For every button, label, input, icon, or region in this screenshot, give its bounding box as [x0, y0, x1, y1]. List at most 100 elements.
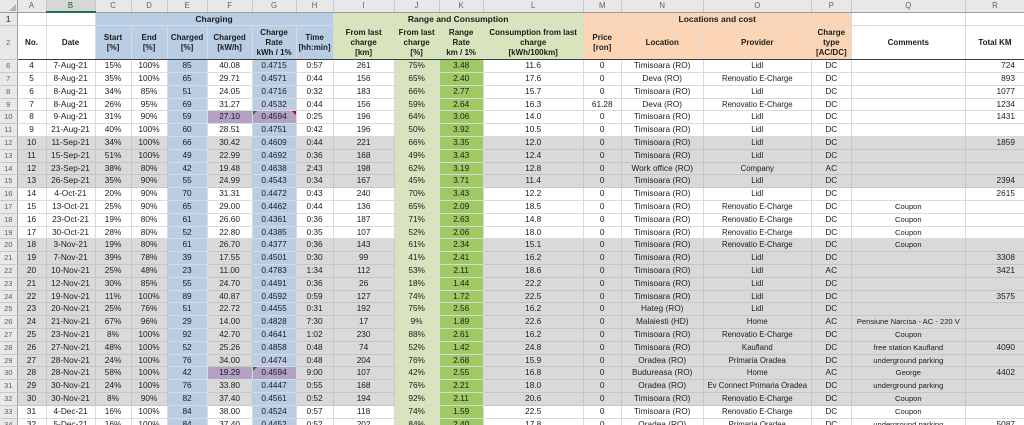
cell-L18[interactable]: 14.8 — [483, 213, 584, 227]
cell-C29[interactable]: 24% — [94, 354, 132, 368]
cell-E6[interactable]: 85 — [167, 59, 208, 74]
cell-Q1[interactable] — [850, 12, 966, 27]
cell-I23[interactable]: 26 — [332, 277, 395, 291]
cell-A10[interactable]: 8 — [16, 110, 47, 125]
cell-D9[interactable]: 95% — [131, 98, 168, 112]
header-total-km[interactable]: Total KM — [964, 25, 1024, 61]
cell-B28[interactable]: 27-Nov-21 — [46, 341, 96, 355]
row-number-20[interactable]: 20 — [0, 238, 18, 253]
cell-N31[interactable]: Oradea (RO) — [621, 379, 704, 394]
cell-P10[interactable]: DC — [811, 110, 852, 125]
cell-B11[interactable]: 21-Aug-21 — [46, 123, 96, 138]
cell-F11[interactable]: 28.51 — [207, 123, 253, 138]
cell-L30[interactable]: 16.8 — [483, 366, 584, 381]
cell-D16[interactable]: 90% — [131, 187, 168, 202]
row-number-24[interactable]: 24 — [0, 290, 18, 304]
cell-N20[interactable]: Timisoara (RO) — [621, 238, 704, 253]
cell-G28[interactable]: 0.4858 — [252, 341, 297, 355]
cell-C16[interactable]: 20% — [94, 187, 132, 202]
cell-F22[interactable]: 11.00 — [207, 264, 253, 278]
cell-J18[interactable]: 71% — [394, 213, 440, 227]
cell-N27[interactable]: Timisoara (RO) — [621, 328, 704, 342]
cell-K16[interactable]: 3.43 — [439, 187, 484, 202]
cell-J15[interactable]: 45% — [394, 174, 440, 189]
cell-P31[interactable]: DC — [811, 379, 852, 394]
header-price[interactable]: Price [ron] — [582, 25, 622, 61]
cell-H21[interactable]: 0:30 — [296, 251, 334, 266]
cell-A12[interactable]: 10 — [16, 136, 47, 150]
cell-J16[interactable]: 70% — [394, 187, 440, 202]
cell-B18[interactable]: 23-Oct-21 — [46, 213, 96, 227]
cell-C22[interactable]: 25% — [94, 264, 132, 278]
cell-R21[interactable]: 3308 — [964, 251, 1024, 266]
cell-H29[interactable]: 0:48 — [296, 354, 334, 368]
cell-A17[interactable]: 15 — [16, 200, 47, 214]
cell-R16[interactable]: 2615 — [964, 187, 1024, 202]
cell-D28[interactable]: 100% — [131, 341, 168, 355]
cell-H9[interactable]: 0:44 — [296, 98, 334, 112]
cell-K27[interactable]: 2.61 — [439, 328, 484, 342]
cell-A20[interactable]: 18 — [16, 238, 47, 253]
cell-L10[interactable]: 14.0 — [483, 110, 584, 125]
cell-G29[interactable]: 0.4474 — [252, 354, 297, 368]
cell-K22[interactable]: 2.11 — [439, 264, 484, 278]
cell-L15[interactable]: 11.4 — [483, 174, 584, 189]
cell-I12[interactable]: 221 — [332, 136, 395, 150]
cell-C34[interactable]: 16% — [94, 418, 132, 425]
header-start[interactable]: Start [%] — [94, 25, 132, 61]
section-header-locations[interactable]: Locations and cost — [582, 12, 852, 27]
cell-E34[interactable]: 84 — [167, 418, 208, 425]
cell-D18[interactable]: 80% — [131, 213, 168, 227]
cell-I29[interactable]: 204 — [332, 354, 395, 368]
cell-G27[interactable]: 0.4641 — [252, 328, 297, 342]
cell-N16[interactable]: Timisoara (RO) — [621, 187, 704, 202]
cell-J26[interactable]: 9% — [394, 315, 440, 330]
cell-A19[interactable]: 17 — [16, 226, 47, 240]
cell-E18[interactable]: 61 — [167, 213, 208, 227]
cell-A15[interactable]: 13 — [16, 174, 47, 189]
cell-M17[interactable]: 0 — [582, 200, 622, 214]
row-number-26[interactable]: 26 — [0, 315, 18, 330]
cell-H22[interactable]: 1:34 — [296, 264, 334, 278]
cell-Q11[interactable] — [850, 123, 966, 138]
header-location[interactable]: Location — [621, 25, 704, 61]
row-number-19[interactable]: 19 — [0, 226, 18, 240]
cell-O8[interactable]: Lidl — [703, 85, 812, 99]
cell-R31[interactable] — [964, 379, 1024, 394]
cell-P14[interactable]: AC — [811, 162, 852, 176]
cell-F9[interactable]: 31.27 — [207, 98, 253, 112]
cell-I19[interactable]: 107 — [332, 226, 395, 240]
cell-O19[interactable]: Renovatio E-Charge — [703, 226, 812, 240]
cell-L32[interactable]: 20.6 — [483, 392, 584, 406]
cell-H31[interactable]: 0:55 — [296, 379, 334, 394]
cell-H10[interactable]: 0:25 — [296, 110, 334, 125]
cell-N18[interactable]: Timisoara (RO) — [621, 213, 704, 227]
cell-J9[interactable]: 59% — [394, 98, 440, 112]
cell-E23[interactable]: 55 — [167, 277, 208, 291]
cell-A32[interactable]: 30 — [16, 392, 47, 406]
cell-E9[interactable]: 69 — [167, 98, 208, 112]
cell-G32[interactable]: 0.4561 — [252, 392, 297, 406]
cell-A29[interactable]: 27 — [16, 354, 47, 368]
cell-M19[interactable]: 0 — [582, 226, 622, 240]
cell-D30[interactable]: 100% — [131, 366, 168, 381]
cell-N11[interactable]: Timisoara (RO) — [621, 123, 704, 138]
cell-K21[interactable]: 2.41 — [439, 251, 484, 266]
cell-R19[interactable] — [964, 226, 1024, 240]
cell-R12[interactable]: 1859 — [964, 136, 1024, 150]
cell-H20[interactable]: 0:36 — [296, 238, 334, 253]
cell-E26[interactable]: 29 — [167, 315, 208, 330]
cell-Q23[interactable] — [850, 277, 966, 291]
cell-R6[interactable]: 724 — [964, 59, 1024, 74]
cell-K7[interactable]: 2.40 — [439, 72, 484, 86]
row-number-27[interactable]: 27 — [0, 328, 18, 342]
cell-L24[interactable]: 22.5 — [483, 290, 584, 304]
cell-Q18[interactable]: Coupon — [850, 213, 966, 227]
cell-M33[interactable]: 0 — [582, 405, 622, 419]
cell-O18[interactable]: Renovatio E-Charge — [703, 213, 812, 227]
header-charged-pct[interactable]: Charged [%] — [167, 25, 208, 61]
select-all-corner[interactable] — [0, 0, 18, 13]
cell-B7[interactable]: 8-Aug-21 — [46, 72, 96, 86]
cell-H16[interactable]: 0:43 — [296, 187, 334, 202]
cell-F15[interactable]: 24.99 — [207, 174, 253, 189]
